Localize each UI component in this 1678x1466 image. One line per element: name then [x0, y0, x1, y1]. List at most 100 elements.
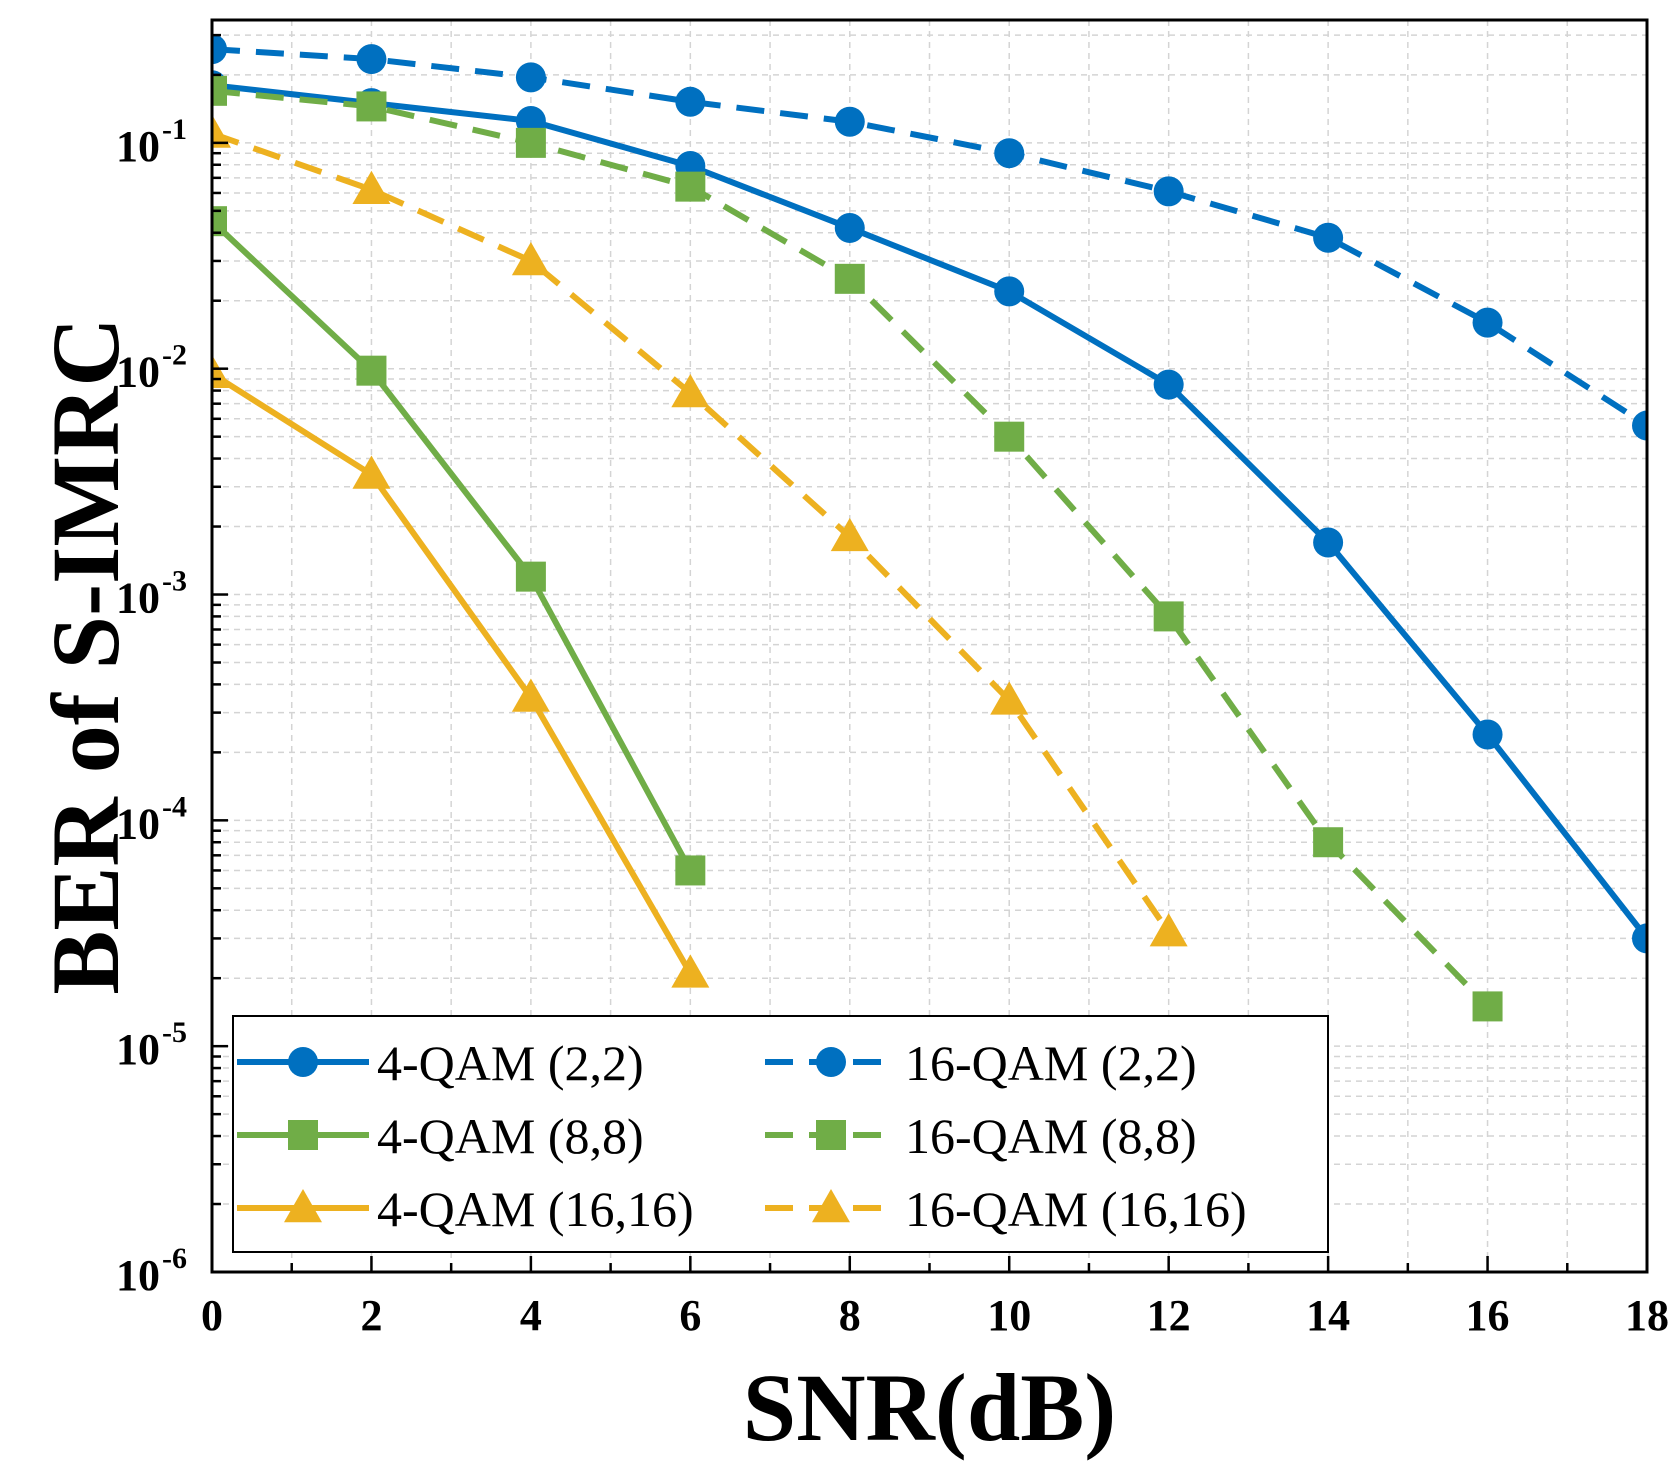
data-point-16-qam-8-8: [356, 91, 387, 122]
legend-label-16-qam-2-2: 16-QAM (2,2): [905, 1035, 1197, 1091]
data-point-16-qam-2-2: [356, 44, 387, 75]
data-point-16-qam-8-8: [675, 171, 706, 202]
x-axis-title: SNR(dB): [743, 1354, 1116, 1461]
y-tick-base: 10: [116, 348, 160, 397]
legend-item-4-qam-2-2: 4-QAM (2,2): [237, 1035, 644, 1091]
data-point-16-qam-16-16: [990, 681, 1029, 715]
series-16-qam-8-8: [212, 75, 1503, 1022]
data-point-4-qam-2-2: [1472, 719, 1503, 750]
data-point-4-qam-8-8: [515, 561, 546, 592]
series-16-qam-16-16: [212, 114, 1188, 947]
y-tick-exponent: -4: [162, 790, 187, 823]
y-tick-base: 10: [116, 1025, 160, 1074]
series-line-4-qam-16-16: [212, 371, 693, 975]
y-tick-exponent: -5: [162, 1016, 187, 1049]
y-tick-labels: 10-110-210-310-410-510-6: [116, 113, 187, 1300]
series-16-qam-2-2: [212, 34, 1647, 441]
series-line-16-qam-2-2: [212, 46, 1647, 429]
data-point-4-qam-2-2: [994, 276, 1025, 307]
y-tick-exponent: -1: [162, 113, 187, 146]
y-tick-label: 10 -5: [116, 1016, 187, 1074]
series-group: [212, 34, 1647, 1022]
x-tick-label: 2: [360, 1291, 382, 1340]
legend-marker-16-qam-16-16: [812, 1189, 850, 1223]
legend-marker-4-qam-8-8: [288, 1120, 318, 1150]
y-tick-base: 10: [116, 574, 160, 623]
data-point-16-qam-16-16: [830, 517, 869, 552]
x-tick-label: 16: [1466, 1291, 1510, 1340]
legend-label-4-qam-8-8: 4-QAM (8,8): [377, 1108, 644, 1164]
data-point-16-qam-16-16: [212, 114, 231, 148]
legend-item-16-qam-8-8: 16-QAM (8,8): [765, 1108, 1197, 1164]
legend-label-16-qam-16-16: 16-QAM (16,16): [905, 1181, 1247, 1237]
data-point-16-qam-2-2: [675, 86, 706, 117]
legend: 4-QAM (2,2) 16-QAM (2,2) 4-QAM (8,8) 16-QAM…: [232, 1015, 1329, 1253]
y-axis-title: BER of S-IMRC: [32, 317, 139, 994]
data-point-16-qam-2-2: [515, 62, 546, 93]
series-line-4-qam-8-8: [212, 218, 693, 872]
data-point-16-qam-8-8: [212, 75, 227, 106]
data-point-16-qam-2-2: [1153, 176, 1184, 207]
x-tick-label: 12: [1147, 1291, 1191, 1340]
y-tick-label: 10 -6: [116, 1242, 187, 1300]
data-point-16-qam-8-8: [1313, 827, 1344, 858]
legend-item-4-qam-16-16: 4-QAM (16,16): [237, 1181, 694, 1237]
legend-item-4-qam-8-8: 4-QAM (8,8): [237, 1108, 644, 1164]
x-tick-label: 0: [201, 1291, 223, 1340]
y-tick-label: 10 -4: [116, 790, 187, 848]
x-tick-label: 6: [679, 1291, 701, 1340]
data-point-16-qam-8-8: [1472, 991, 1503, 1022]
data-point-16-qam-8-8: [515, 127, 546, 158]
y-tick-base: 10: [116, 122, 160, 171]
data-point-16-qam-16-16: [352, 170, 391, 204]
data-point-4-qam-8-8: [212, 206, 227, 237]
data-point-16-qam-8-8: [834, 263, 865, 294]
legend-label-4-qam-2-2: 4-QAM (2,2): [377, 1035, 644, 1091]
legend-item-16-qam-2-2: 16-QAM (2,2): [765, 1035, 1197, 1091]
y-tick-exponent: -3: [162, 565, 187, 598]
x-tick-label: 4: [520, 1291, 542, 1340]
data-point-4-qam-16-16: [352, 455, 391, 489]
x-tick-label: 14: [1306, 1291, 1350, 1340]
ticks: [210, 33, 1649, 1274]
legend-item-16-qam-16-16: 16-QAM (16,16): [765, 1181, 1247, 1237]
data-point-4-qam-8-8: [675, 855, 706, 886]
data-point-16-qam-16-16: [671, 374, 710, 408]
x-tick-label: 10: [987, 1291, 1031, 1340]
legend-marker-16-qam-8-8: [816, 1120, 846, 1150]
legend-label-16-qam-8-8: 16-QAM (8,8): [905, 1108, 1197, 1164]
data-point-4-qam-2-2: [1313, 527, 1344, 558]
x-tick-labels: 0 2 4 6 8 10 12 14 16 18: [201, 1291, 1669, 1340]
y-tick-label: 10 -2: [116, 339, 187, 397]
series-layer: [212, 34, 1647, 1022]
legend-label-4-qam-16-16: 4-QAM (16,16): [377, 1181, 694, 1237]
data-point-16-qam-16-16: [511, 241, 550, 276]
x-tick-label: 18: [1625, 1291, 1669, 1340]
series-4-qam-8-8: [212, 206, 706, 886]
data-point-16-qam-2-2: [212, 34, 227, 65]
data-point-16-qam-2-2: [1472, 307, 1503, 338]
data-point-16-qam-8-8: [1153, 601, 1184, 632]
data-point-4-qam-16-16: [511, 678, 550, 712]
y-tick-base: 10: [116, 799, 160, 848]
data-point-4-qam-16-16: [671, 954, 710, 988]
y-tick-exponent: -6: [162, 1242, 187, 1275]
data-point-16-qam-2-2: [1632, 410, 1647, 441]
y-tick-label: 10 -3: [116, 565, 187, 623]
data-point-4-qam-2-2: [1153, 369, 1184, 400]
y-tick-label: 10 -1: [116, 113, 187, 171]
data-point-16-qam-16-16: [1149, 913, 1188, 947]
data-point-4-qam-8-8: [356, 355, 387, 386]
x-tick-label: 8: [839, 1291, 861, 1340]
y-tick-exponent: -2: [162, 339, 187, 372]
data-point-16-qam-2-2: [1313, 222, 1344, 253]
data-point-16-qam-2-2: [994, 138, 1025, 169]
series-line-4-qam-2-2: [212, 82, 1647, 941]
legend-marker-16-qam-2-2: [816, 1047, 846, 1077]
data-point-4-qam-2-2: [834, 212, 865, 243]
data-point-16-qam-8-8: [994, 421, 1025, 452]
data-point-4-qam-2-2: [1632, 923, 1647, 954]
legend-marker-4-qam-16-16: [284, 1189, 322, 1223]
